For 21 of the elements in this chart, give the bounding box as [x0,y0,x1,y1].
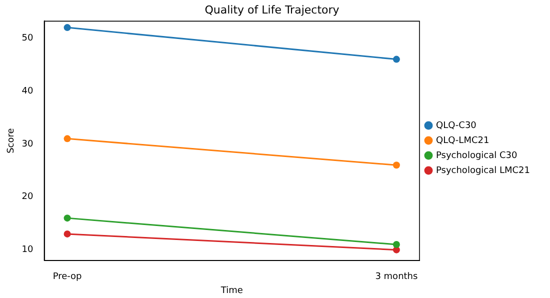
x-tick-label: Pre-op [52,272,82,282]
legend-label: Psychological C30 [436,150,518,161]
y-tick-label: 20 [22,192,34,202]
point [64,230,71,238]
point [392,56,400,63]
x-tick-label: 3 months [375,272,418,282]
point [392,162,400,169]
legend-label: QLQ-C30 [436,120,477,131]
y-tick-label: 30 [22,139,34,150]
y-tick-label: 10 [22,245,34,256]
legend-label: QLQ-LMC21 [436,136,490,146]
y-tick-label: 40 [22,86,34,96]
point [392,241,400,248]
legend-label: Psychological LMC21 [436,166,530,176]
point [64,135,71,142]
point [64,214,71,222]
y-tick-label: 50 [22,33,34,44]
y-axis-title: Score [6,128,17,154]
x-axis-title: Time [220,286,244,296]
chart-title: Quality of Life Trajectory [204,3,340,16]
point [64,24,71,32]
